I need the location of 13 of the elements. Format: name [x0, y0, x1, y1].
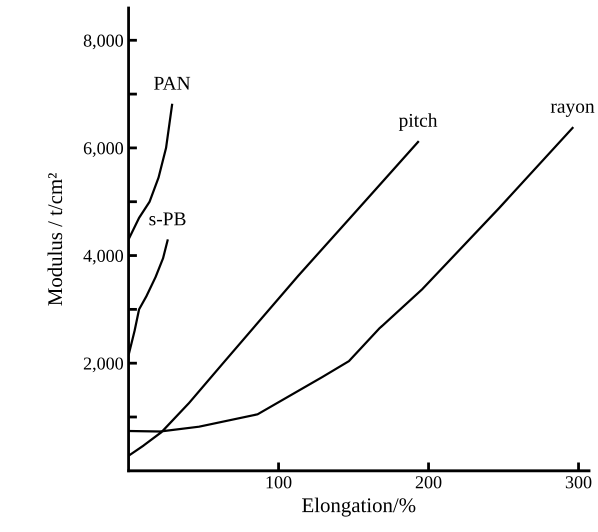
- y-tick-label: 6,000: [84, 142, 124, 157]
- x-tick-label: 100: [266, 476, 292, 488]
- x-tick-label: 300: [566, 476, 592, 488]
- x-tick-label: 200: [416, 476, 442, 488]
- y-axis-title: Modulus / t/cm²: [48, 173, 62, 306]
- series-label: PAN: [154, 76, 190, 90]
- series-label: s-PB: [149, 212, 186, 226]
- y-tick-label: 2,000: [84, 357, 124, 372]
- series-label: pitch: [398, 113, 438, 131]
- x-axis-title: Elongation/%: [302, 498, 416, 517]
- y-tick-label: 8,000: [84, 34, 124, 50]
- y-tick-label: 4,000: [83, 250, 124, 265]
- series-label: rayon: [550, 104, 594, 117]
